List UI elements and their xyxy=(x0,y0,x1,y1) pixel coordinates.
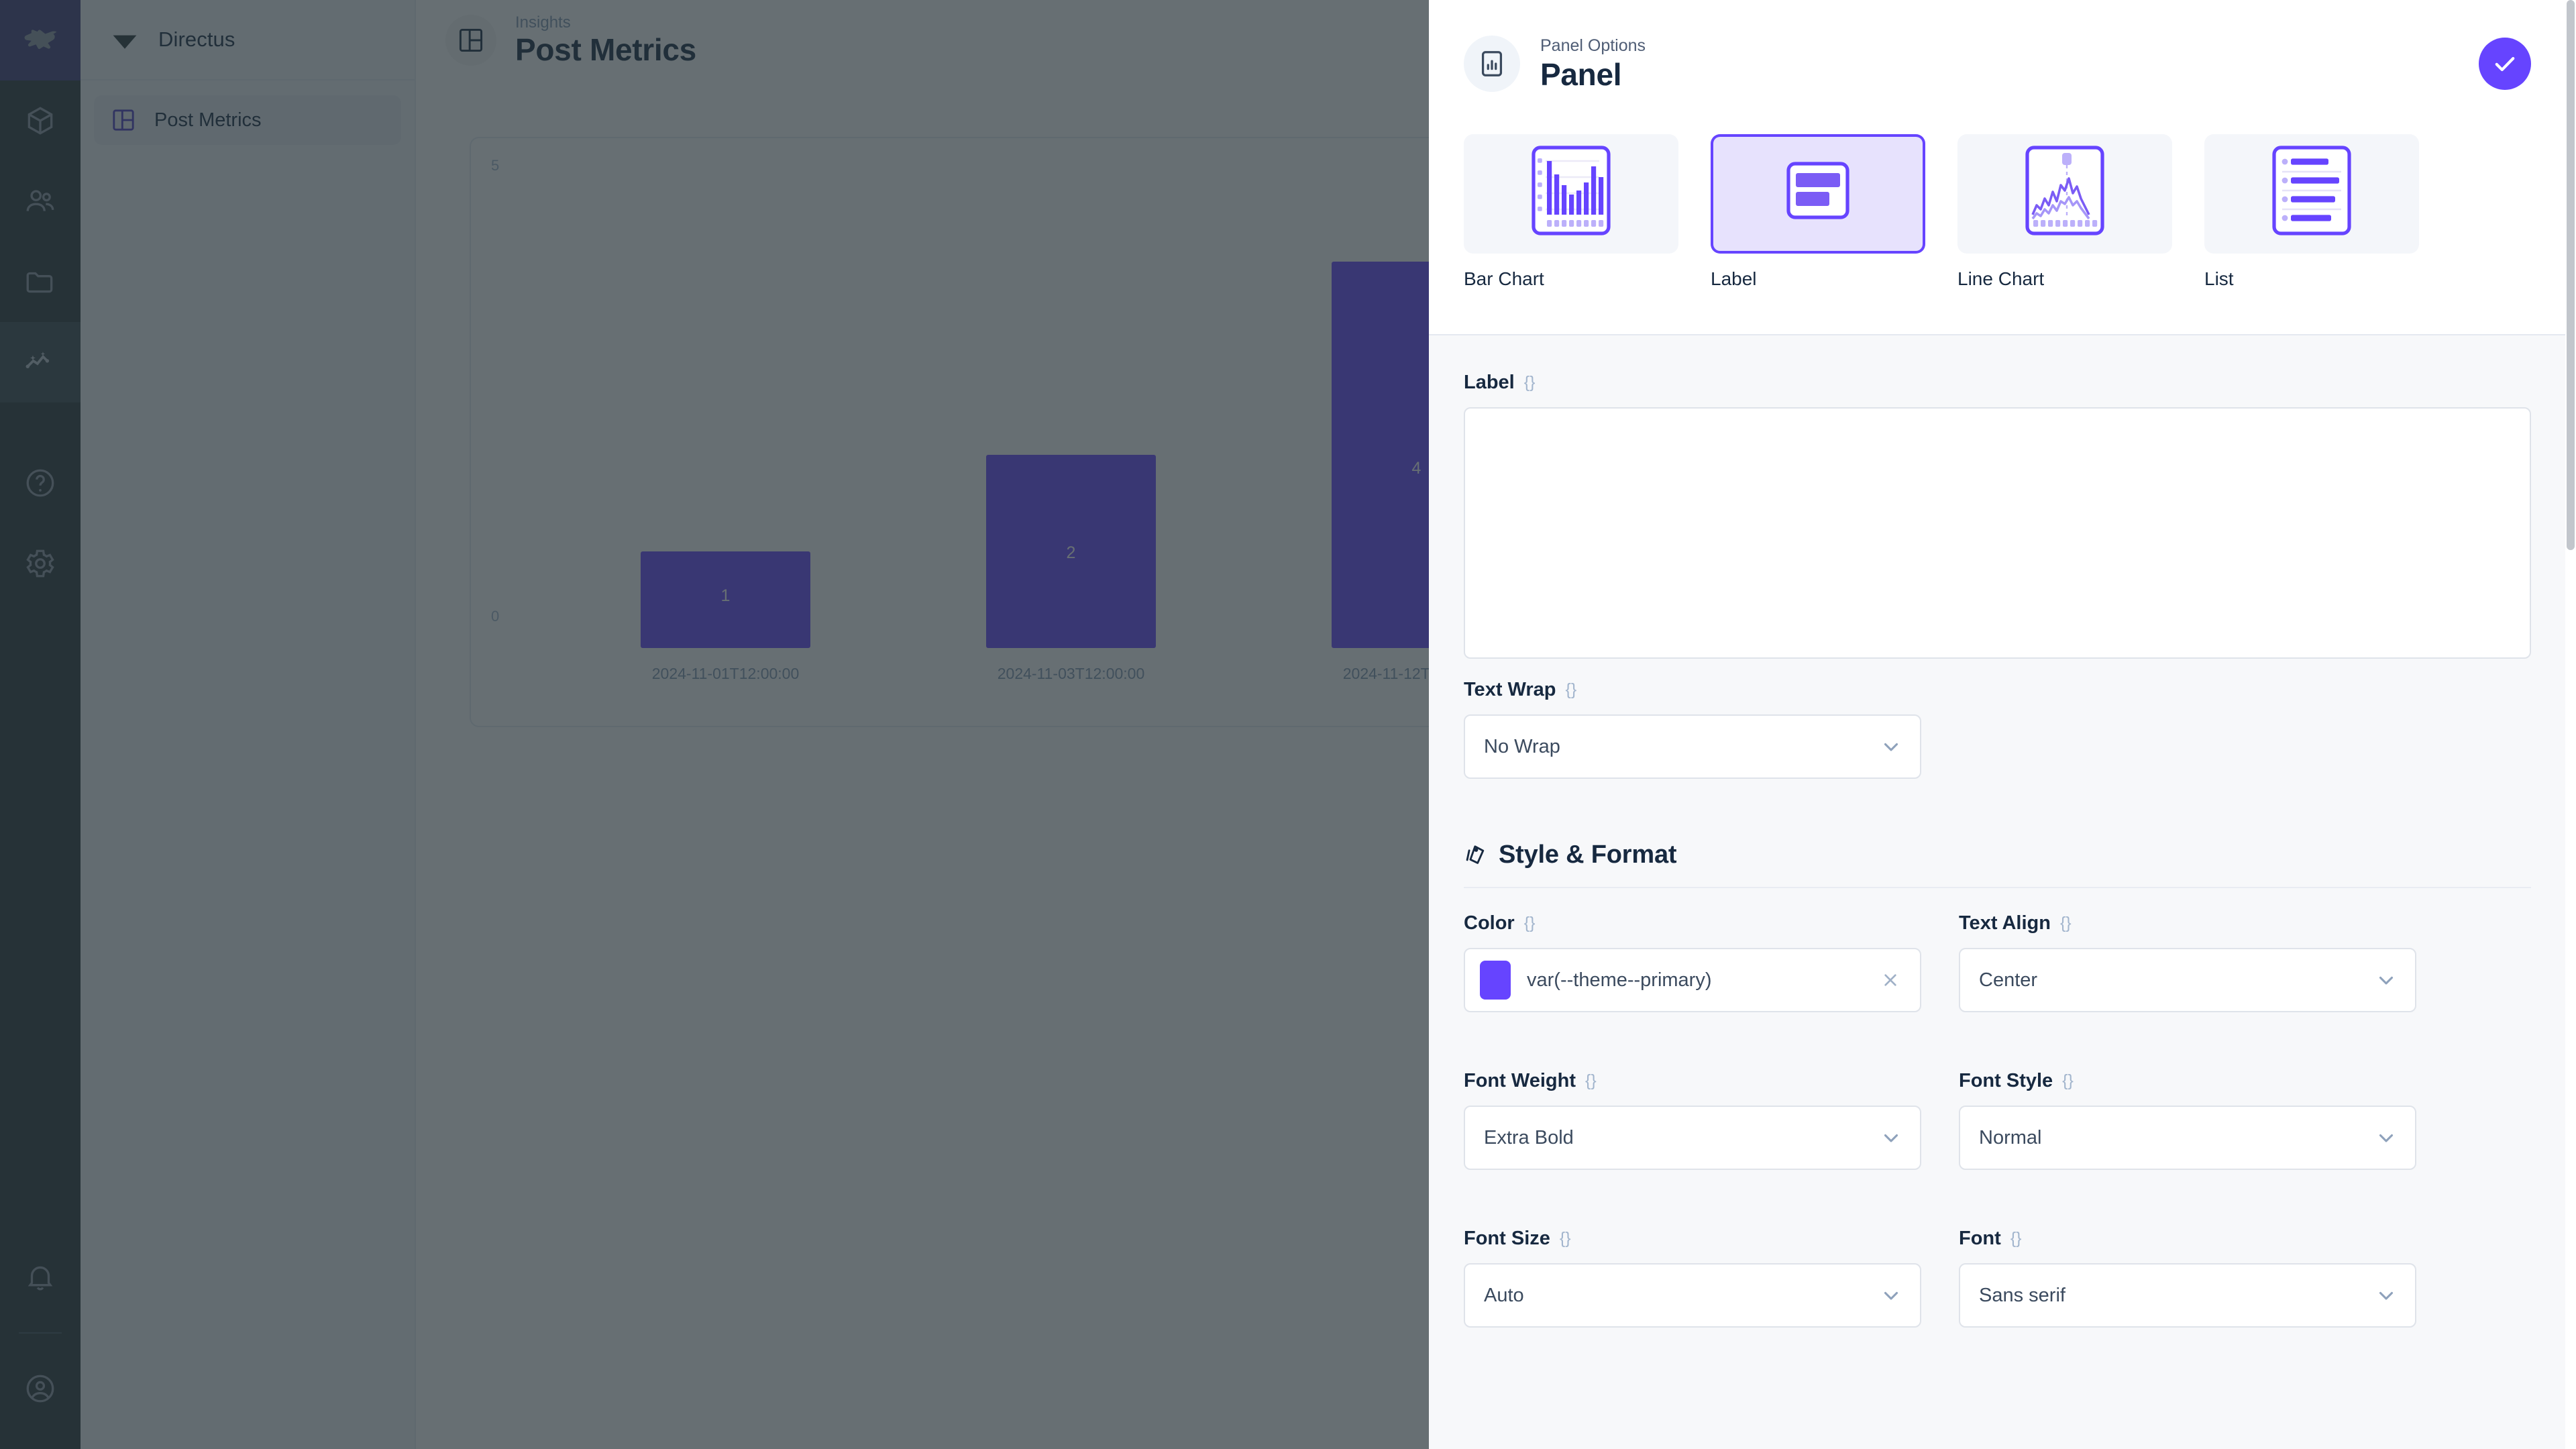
drawer-scrollbar[interactable] xyxy=(2565,0,2576,1449)
style-format-section-header: Style & Format xyxy=(1464,841,2531,888)
field-color: Color {} var(--theme--primary) xyxy=(1464,912,1921,1012)
braces-icon[interactable]: {} xyxy=(2010,1229,2022,1248)
drawer-header: Panel Options Panel xyxy=(1429,0,2566,127)
field-label-text: Font Size xyxy=(1464,1228,1550,1249)
panel-options-drawer: Panel Options Panel xyxy=(1429,0,2566,1449)
color-value: var(--theme--primary) xyxy=(1527,969,1712,991)
field-label-text: Font xyxy=(1959,1228,2001,1249)
field-label-row: Text Align {} xyxy=(1959,912,2416,934)
select-value: Auto xyxy=(1484,1284,1524,1306)
field-font: Font {} Sans serif xyxy=(1959,1228,2416,1328)
field-label-row: Label {} xyxy=(1464,372,2531,394)
chevron-down-icon xyxy=(2375,1284,2398,1307)
select-value: Extra Bold xyxy=(1484,1126,1574,1148)
chevron-down-icon xyxy=(1880,735,1902,758)
field-label-row: Text Wrap {} xyxy=(1464,679,1921,701)
save-button[interactable] xyxy=(2479,38,2531,90)
panel-options-form: Label {} Text Wrap {} No Wrap xyxy=(1429,335,2566,1449)
font-weight-select[interactable]: Extra Bold xyxy=(1464,1106,1921,1170)
field-label-text: Text Align xyxy=(1959,912,2051,934)
panel-chart-icon xyxy=(1464,36,1520,92)
field-label-text: Color xyxy=(1464,912,1515,934)
style-format-icon xyxy=(1464,843,1488,867)
field-text-align: Text Align {} Center xyxy=(1959,912,2416,1012)
field-font-weight: Font Weight {} Extra Bold xyxy=(1464,1070,1921,1170)
braces-icon[interactable]: {} xyxy=(1523,373,1536,392)
clear-color-icon[interactable] xyxy=(1880,969,1901,991)
drawer-header-text: Panel Options Panel xyxy=(1540,36,1646,91)
panel-type-label: Label xyxy=(1711,268,1757,289)
panel-type-selector: Bar Chart Label xyxy=(1429,127,2566,335)
braces-icon[interactable]: {} xyxy=(1585,1071,1597,1090)
panel-type-label: List xyxy=(2204,268,2234,289)
field-font-size: Font Size {} Auto xyxy=(1464,1228,1921,1328)
field-label-row: Font Weight {} xyxy=(1464,1070,1921,1092)
panel-type-label: Bar Chart xyxy=(1464,268,1544,289)
chevron-down-icon xyxy=(1880,1284,1902,1307)
label-textarea[interactable] xyxy=(1464,407,2531,659)
font-select[interactable]: Sans serif xyxy=(1959,1263,2416,1328)
label-thumb-icon xyxy=(1711,134,1925,254)
select-value: Center xyxy=(1979,969,2038,991)
font-style-select[interactable]: Normal xyxy=(1959,1106,2416,1170)
field-font-style: Font Style {} Normal xyxy=(1959,1070,2416,1170)
font-size-select[interactable]: Auto xyxy=(1464,1263,1921,1328)
braces-icon[interactable]: {} xyxy=(1559,1229,1571,1248)
panel-type-label: Line Chart xyxy=(1957,268,2045,289)
bar-chart-thumb-icon xyxy=(1464,134,1678,254)
line-chart-thumb-icon xyxy=(1957,134,2172,254)
field-label: Label {} xyxy=(1464,372,2531,659)
color-input[interactable]: var(--theme--primary) xyxy=(1464,948,1921,1012)
drawer-title: Panel xyxy=(1540,56,1622,92)
field-label-text: Font Weight xyxy=(1464,1070,1576,1091)
select-value: Sans serif xyxy=(1979,1284,2065,1306)
panel-type-bar-chart[interactable]: Bar Chart xyxy=(1464,134,1678,290)
field-text-wrap: Text Wrap {} No Wrap xyxy=(1464,679,1921,779)
chevron-down-icon xyxy=(1880,1126,1902,1149)
field-label-row: Font Size {} xyxy=(1464,1228,1921,1250)
text-wrap-select[interactable]: No Wrap xyxy=(1464,714,1921,779)
color-swatch[interactable] xyxy=(1480,961,1511,1000)
field-label-row: Color {} xyxy=(1464,912,1921,934)
text-align-select[interactable]: Center xyxy=(1959,948,2416,1012)
field-label-text: Label xyxy=(1464,372,1515,393)
select-value: Normal xyxy=(1979,1126,2042,1148)
list-thumb-icon xyxy=(2204,134,2419,254)
chevron-down-icon xyxy=(2375,969,2398,991)
select-value: No Wrap xyxy=(1484,735,1560,757)
braces-icon[interactable]: {} xyxy=(2062,1071,2074,1090)
scrollbar-thumb[interactable] xyxy=(2567,0,2575,550)
panel-type-label[interactable]: Label xyxy=(1711,134,1925,290)
panel-type-list[interactable]: List xyxy=(2204,134,2419,290)
chevron-down-icon xyxy=(2375,1126,2398,1149)
style-format-title: Style & Format xyxy=(1499,841,1677,869)
field-label-row: Font Style {} xyxy=(1959,1070,2416,1092)
braces-icon[interactable]: {} xyxy=(1565,680,1577,699)
panel-type-line-chart[interactable]: Line Chart xyxy=(1957,134,2172,290)
field-label-row: Font {} xyxy=(1959,1228,2416,1250)
field-label-text: Text Wrap xyxy=(1464,679,1556,700)
braces-icon[interactable]: {} xyxy=(2059,914,2072,932)
field-label-text: Font Style xyxy=(1959,1070,2053,1091)
style-format-grid: Color {} var(--theme--primary) Text Alig… xyxy=(1464,912,2531,1348)
drawer-subtitle: Panel Options xyxy=(1540,36,1646,55)
braces-icon[interactable]: {} xyxy=(1523,914,1536,932)
